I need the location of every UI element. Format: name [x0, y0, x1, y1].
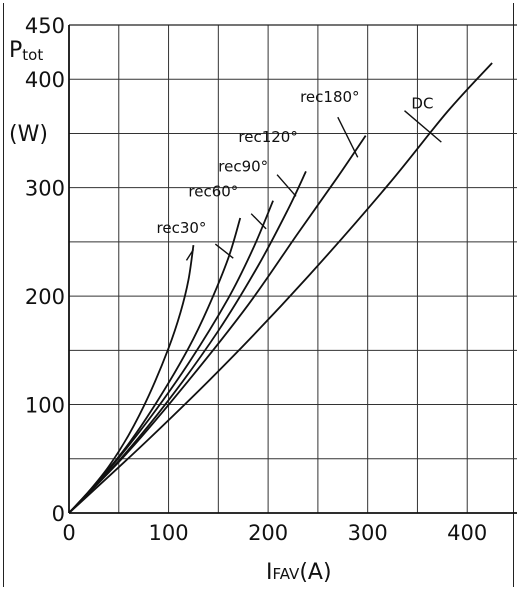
- leader-line: [337, 116, 359, 158]
- y-tick-label: 400: [25, 68, 65, 92]
- x-axis-label-sub: FAV: [273, 565, 301, 583]
- x-tick-label: 400: [447, 521, 487, 545]
- x-tick-label: 0: [62, 521, 75, 545]
- y-axis-unit: (W): [9, 122, 48, 147]
- curve-DC: [68, 62, 493, 514]
- leader-line: [276, 174, 297, 197]
- x-axis-label: IFAV(A): [266, 560, 332, 585]
- curve-label: DC: [411, 95, 433, 113]
- leader-line: [250, 213, 267, 230]
- y-tick-label: 300: [25, 177, 65, 201]
- y-axis-label: Ptot: [9, 38, 43, 64]
- x-axis-label-main: I: [266, 560, 273, 585]
- curve-label: rec30°: [157, 219, 207, 237]
- curve-label: rec120°: [238, 128, 297, 146]
- y-tick-label: 100: [25, 394, 65, 418]
- grid: [69, 24, 517, 513]
- y-axis-label-main: P: [9, 38, 22, 63]
- chart-frame: [3, 3, 514, 587]
- curve-label: rec180°: [300, 88, 359, 106]
- y-axis-label-sub: tot: [22, 46, 43, 64]
- y-tick-label: 200: [25, 285, 65, 309]
- x-tick-label: 100: [149, 521, 189, 545]
- curve-rec180: [68, 135, 367, 514]
- y-tick-label: 450: [25, 14, 65, 38]
- leader-lines: [185, 110, 442, 261]
- y-tick-label: 0: [52, 502, 65, 526]
- leader-line: [185, 249, 195, 261]
- curve-label: rec60°: [188, 182, 238, 200]
- axes: [68, 25, 517, 514]
- x-axis-label-unit: (A): [299, 560, 331, 585]
- curve-rec30: [68, 245, 195, 514]
- curve-labels: rec30° rec60° rec90° rec120° rec180° DC: [157, 88, 434, 237]
- x-tick-label: 200: [248, 521, 288, 545]
- curves: [68, 62, 493, 514]
- curve-rec90: [68, 200, 274, 514]
- leader-line: [404, 110, 442, 143]
- leader-line: [214, 243, 234, 259]
- curve-rec60: [68, 217, 242, 514]
- curve-label: rec90°: [218, 157, 268, 175]
- x-tick-label: 300: [348, 521, 388, 545]
- tick-labels: 0 100 200 300 400 0 100 200 300 400 450: [25, 14, 487, 545]
